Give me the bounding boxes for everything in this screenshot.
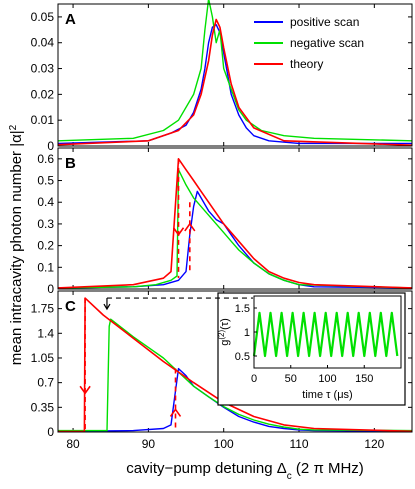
inset-pointer-arrowhead: [103, 303, 111, 311]
panel-label: C: [65, 298, 76, 315]
x-tick-label: 100: [214, 437, 234, 451]
arrow-down-b: [172, 227, 185, 237]
y-tick-label: 0.5: [37, 174, 54, 188]
y-tick-label: 0.1: [37, 260, 54, 274]
y-axis-label: mean intracavity photon number |α|2: [8, 124, 26, 365]
y-tick-label: 1.75: [31, 302, 55, 316]
y-tick-label: 0.35: [31, 400, 55, 414]
inset-y-tick-label: 0.5: [235, 351, 250, 363]
panel-label: A: [65, 11, 76, 28]
panel-label: B: [65, 155, 76, 172]
legend: positive scan negative scan theory: [254, 15, 364, 71]
y-tick-label: 0: [47, 139, 54, 153]
plot-frame: [57, 290, 413, 433]
y-tick-label: 0.01: [31, 113, 55, 127]
x-axis-label: cavity−pump detuning Δc (2 π MHz): [126, 460, 364, 482]
arrow-down-c: [79, 385, 91, 395]
x-tick-label: 80: [66, 437, 80, 451]
y-tick-label: 1.05: [31, 351, 55, 365]
y-tick-label: 0.3: [37, 217, 54, 231]
inset-plot: 0.5 1 1.5 0 50 100 150 g(2)(τ) time τ (μs): [217, 292, 406, 406]
y-tick-label: 1.4: [37, 326, 54, 340]
arrow-up-b: [184, 222, 196, 232]
series-line-theory: [57, 18, 413, 146]
legend-label-negative: negative scan: [290, 36, 364, 50]
y-tick-label: 0.6: [37, 152, 54, 166]
inset-x-axis-label: time τ (μs): [302, 389, 352, 401]
series-line-positive: [57, 190, 413, 289]
panel-b: 0 0.1 0.2 0.3 0.4 0.5 0.6 B: [37, 147, 413, 296]
y-tick-label: 0.2: [37, 239, 54, 253]
panel-a: 0 0.01 0.02 0.03 0.04 0.05 A: [31, 0, 413, 153]
y-tick-label: 0.7: [37, 376, 54, 390]
arrow-up-c: [169, 408, 182, 417]
legend-label-positive: positive scan: [290, 15, 359, 29]
legend-label-theory: theory: [290, 57, 323, 71]
inset-x-tick-label: 50: [285, 373, 297, 385]
series-line-positive: [57, 24, 412, 145]
series-line-theory: [57, 158, 413, 289]
inset-y-tick-label: 1: [244, 327, 250, 339]
x-tick-label: 90: [142, 437, 156, 451]
x-tick-label: 110: [289, 437, 308, 451]
y-tick-label: 0.4: [37, 195, 54, 209]
inset-series-line: [252, 311, 399, 358]
y-tick-label: 0.04: [31, 36, 55, 50]
inset-y-tick-label: 1.5: [235, 303, 250, 315]
y-tick-label: 0.02: [31, 87, 55, 101]
y-tick-label: 0.03: [31, 62, 55, 76]
y-tick-label: 0.05: [31, 10, 55, 24]
plot-frame: [57, 147, 413, 290]
inset-x-tick-label: 150: [355, 373, 373, 385]
plot-frame: [57, 3, 413, 147]
inset-x-tick-label: 100: [318, 373, 336, 385]
inset-x-tick-label: 0: [251, 373, 257, 385]
y-tick-label: 0: [47, 425, 54, 439]
annotations: [79, 158, 253, 431]
series-line-negative: [57, 168, 413, 289]
x-tick-label: 120: [364, 437, 384, 451]
y-tick-label: 0: [47, 282, 54, 296]
inset-y-axis-label: g(2)(τ): [217, 318, 232, 346]
